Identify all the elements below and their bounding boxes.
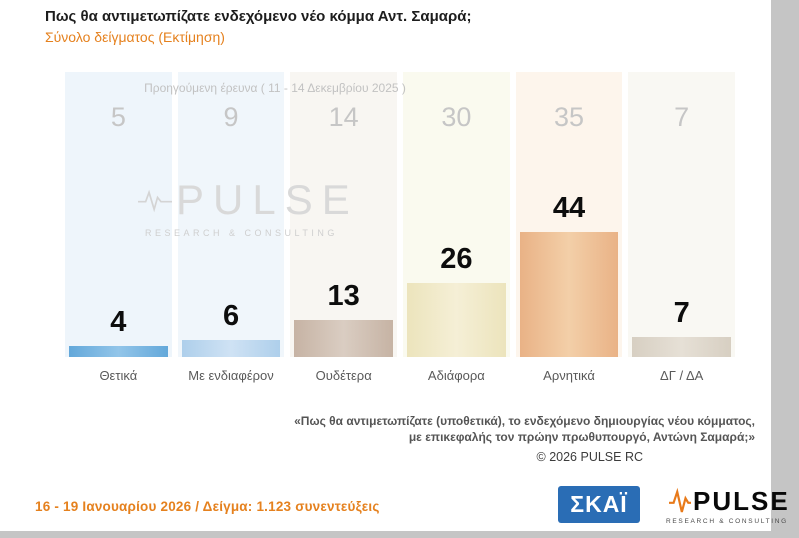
bar xyxy=(407,283,506,357)
chart-column-dg-da: 7 7 ΔΓ / ΔΑ xyxy=(625,72,738,383)
fieldwork-info: 16 - 19 Ιανουαρίου 2026 / Δείγμα: 1.123 … xyxy=(35,499,380,514)
previous-value: 9 xyxy=(223,102,239,132)
previous-value: 30 xyxy=(441,102,472,132)
bar-chart: Προηγούμενη έρευνα ( 11 - 14 Δεκεμβρίου … xyxy=(62,72,738,383)
pulse-logo: PULSE RESEARCH & CONSULTING xyxy=(666,485,788,525)
current-value: 44 xyxy=(552,192,586,224)
chart-column-arnitika: 35 44 Αρνητικά xyxy=(513,72,626,383)
previous-value: 7 xyxy=(674,102,690,132)
current-value: 4 xyxy=(110,306,127,338)
pulse-logo-subtext: RESEARCH & CONSULTING xyxy=(666,518,788,525)
column-band xyxy=(290,72,398,357)
pulse-watermark: PULSE RESEARCH & CONSULTING xyxy=(138,176,350,238)
skai-logo-text: ΣΚΑΪ xyxy=(570,491,628,517)
slide: Πως θα αντιμετωπίζατε ενδεχόμενο νέο κόμ… xyxy=(0,0,771,531)
category-label: ΔΓ / ΔΑ xyxy=(660,368,704,383)
footnote-line2: με επικεφαλής τον πρώην πρωθυπουργό, Αντ… xyxy=(408,430,755,444)
footnote-line1: «Πως θα αντιμετωπίζατε (υποθετικά), το ε… xyxy=(294,414,755,428)
previous-survey-label: Προηγούμενη έρευνα ( 11 - 14 Δεκεμβρίου … xyxy=(144,81,406,95)
column-band xyxy=(628,72,736,357)
bar xyxy=(69,346,168,357)
watermark-brand: PULSE xyxy=(176,176,359,223)
pulse-waveform-icon xyxy=(669,486,691,516)
previous-value: 14 xyxy=(328,102,359,132)
pulse-waveform-icon xyxy=(138,187,172,213)
category-label: Με ενδιαφέρον xyxy=(188,368,274,383)
copyright: © 2026 PULSE RC xyxy=(536,450,643,464)
subtitle: Σύνολο δείγματος (Εκτίμηση) xyxy=(45,29,225,45)
chart-column-adiafora: 30 26 Αδιάφορα xyxy=(400,72,513,383)
bar xyxy=(181,340,281,357)
current-value: 6 xyxy=(222,300,240,332)
pulse-logo-text: PULSE xyxy=(693,486,790,516)
previous-value: 35 xyxy=(554,102,585,132)
chart-column-me-endiaferon: 9 6 Με ενδιαφέρον xyxy=(175,72,288,383)
bar xyxy=(519,232,619,357)
current-value: 13 xyxy=(327,280,360,312)
question-footnote: «Πως θα αντιμετωπίζατε (υποθετικά), το ε… xyxy=(294,413,755,465)
bar xyxy=(294,320,394,357)
watermark-subtext: RESEARCH & CONSULTING xyxy=(138,228,334,238)
current-value: 26 xyxy=(440,243,473,275)
page-title: Πως θα αντιμετωπίζατε ενδεχόμενο νέο κόμ… xyxy=(45,8,472,25)
skai-logo: ΣΚΑΪ xyxy=(558,486,640,523)
column-band xyxy=(65,72,172,357)
category-label: Αδιάφορα xyxy=(427,368,485,383)
current-value: 7 xyxy=(673,297,690,329)
category-label: Ουδέτερα xyxy=(315,368,372,383)
column-band xyxy=(177,72,285,357)
chart-column-thetika: 5 4 Θετικά xyxy=(62,72,175,383)
chart-column-oudetera: 14 13 Ουδέτερα xyxy=(287,72,400,383)
category-label: Αρνητικά xyxy=(543,368,595,383)
previous-value: 5 xyxy=(110,102,126,132)
category-label: Θετικά xyxy=(99,368,138,383)
bar xyxy=(632,337,732,357)
